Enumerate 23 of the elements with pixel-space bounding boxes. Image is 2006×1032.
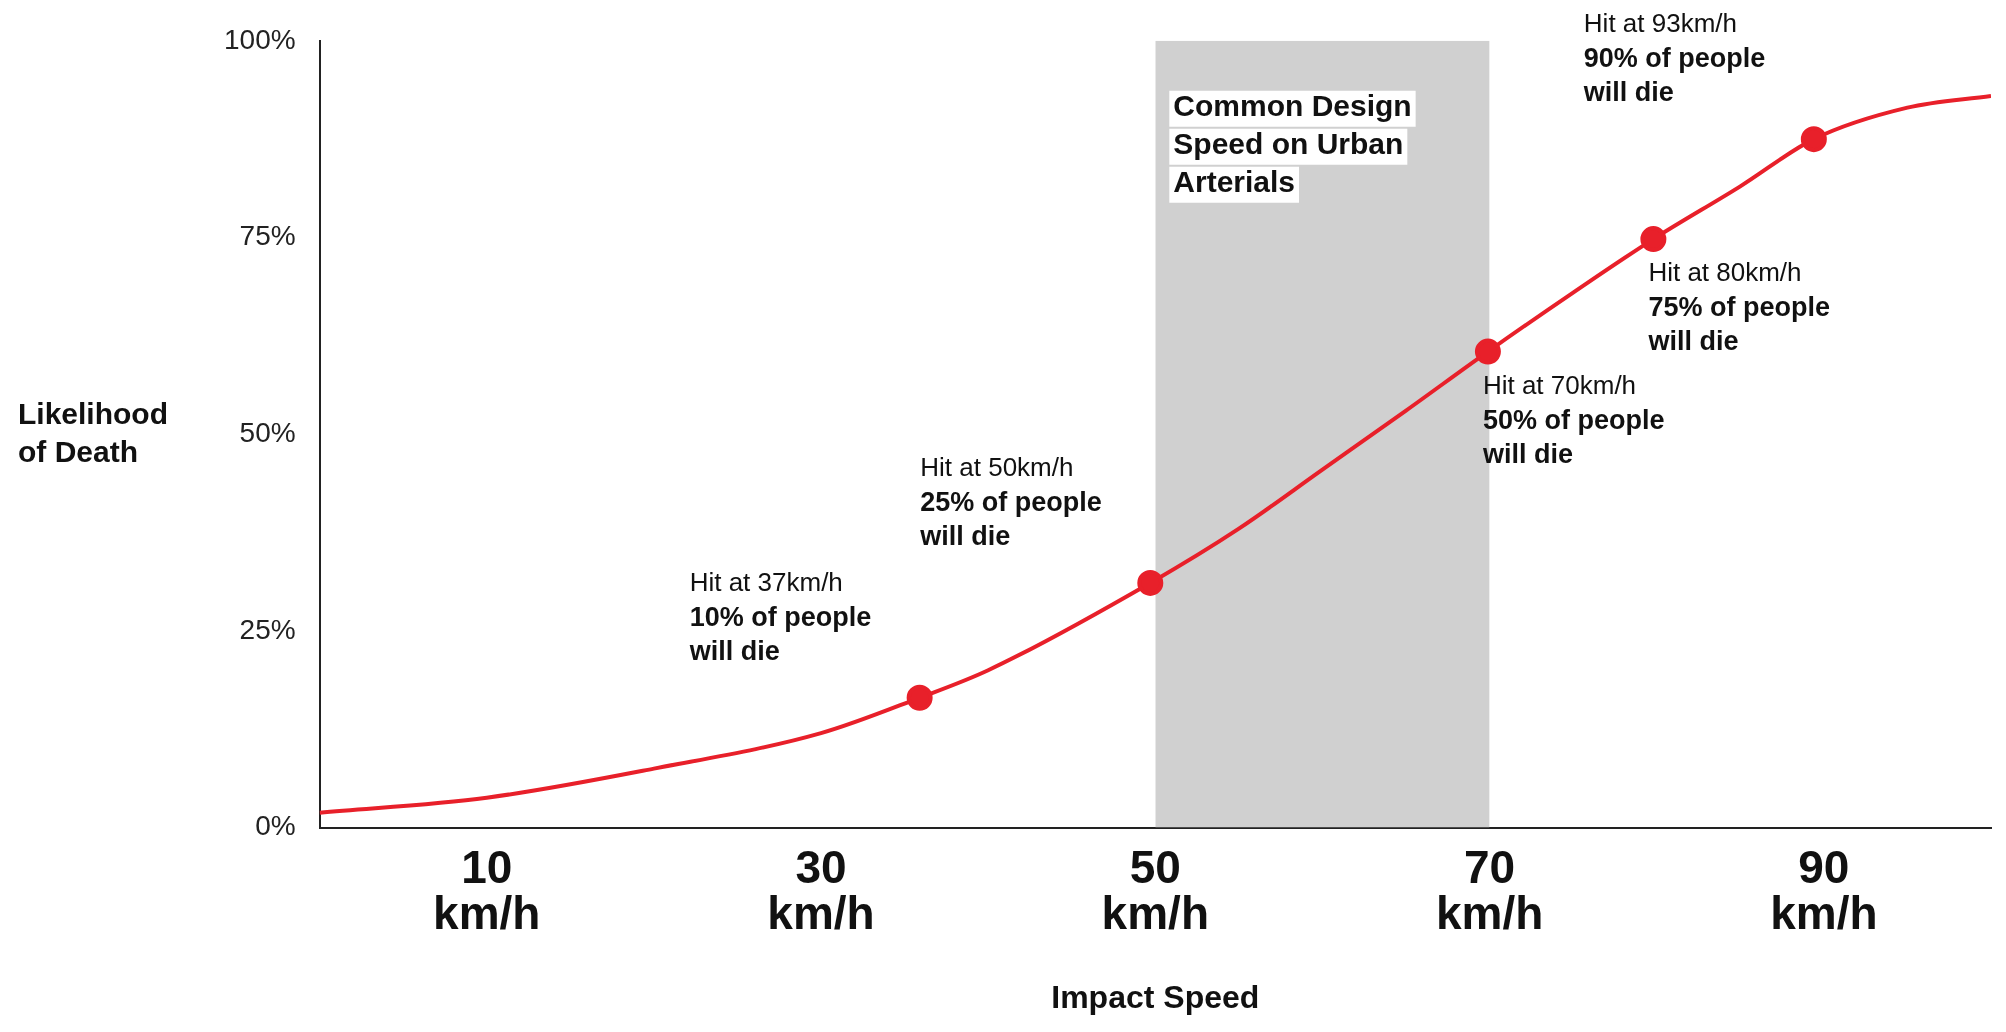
point — [1474, 338, 1501, 365]
annotation: Hit at 50km/h 25% of people will die — [919, 452, 1102, 551]
point — [906, 684, 933, 711]
y-tick-label: 0% — [255, 810, 296, 842]
y-axis-title: Likelihood of Death — [18, 396, 169, 470]
y-tick-label: 25% — [239, 613, 296, 645]
annotation: Hit at 37km/h 10% of people will die — [688, 566, 872, 666]
point — [1800, 126, 1827, 153]
y-tick-label: 75% — [239, 220, 296, 252]
annotation: Hit at 93km/h 90% of people will die — [1582, 8, 1766, 108]
x-tick-label: 70 km/h — [1435, 841, 1544, 940]
x-tick-label: 50 km/h — [1101, 841, 1209, 940]
annotation: Hit at 70km/h 50% of people will die — [1481, 369, 1665, 469]
x-tick-label: 10 km/h — [433, 841, 541, 940]
x-tick-label: 30 km/h — [767, 841, 875, 940]
point — [1137, 569, 1164, 596]
point — [1640, 226, 1667, 253]
x-axis-title: Impact Speed — [1051, 978, 1260, 1015]
y-tick-label: 100% — [223, 23, 296, 55]
x-tick-label: 90 km/h — [1770, 841, 1878, 940]
band-label: Common Design Speed on Urban Arterials — [1173, 89, 1412, 199]
annotation: Hit at 80km/h 75% of people will die — [1647, 257, 1830, 357]
y-tick-label: 50% — [239, 416, 296, 448]
